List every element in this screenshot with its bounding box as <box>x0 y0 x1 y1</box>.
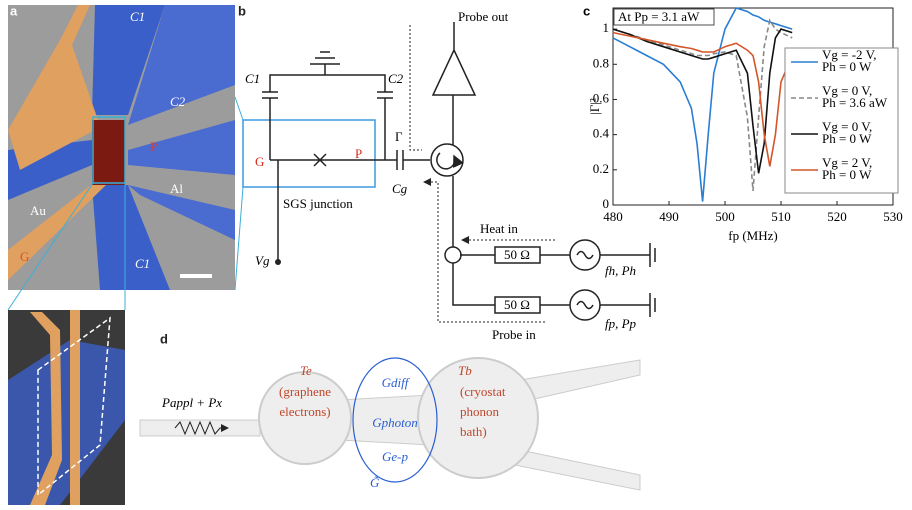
label: Te <box>300 363 312 378</box>
label: C1 <box>245 71 260 86</box>
label: C2 <box>388 71 404 86</box>
x-tick-label: 520 <box>827 209 847 224</box>
series-line <box>613 20 792 191</box>
legend-label: Vg = -2 V, Ph = 0 W <box>822 47 880 74</box>
y-tick-label: 1 <box>603 20 610 35</box>
label: Cg <box>392 181 408 196</box>
graphene <box>92 120 125 185</box>
x-tick-label: 500 <box>715 209 735 224</box>
x-tick-label: 490 <box>659 209 679 224</box>
label: Γ <box>395 129 403 144</box>
label: Au <box>30 203 46 218</box>
label: fp, Pp <box>605 316 637 331</box>
legend-line: Ph = 0 W <box>822 167 872 182</box>
panel-d: d Pappl + Px Te (graphene electrons) Gdi… <box>140 331 640 490</box>
panel-label: b <box>238 3 246 18</box>
legend-label: Vg = 2 V, Ph = 0 W <box>822 155 875 182</box>
label: G̃ <box>370 475 380 490</box>
label: Probe in <box>492 327 536 342</box>
label: Gphoton <box>372 415 418 430</box>
label: G <box>20 249 29 264</box>
label: (cryostat <box>460 384 506 399</box>
label: SGS junction <box>283 196 353 211</box>
y-axis-label: |Γ|² <box>587 98 602 115</box>
coupler <box>445 247 461 263</box>
y-tick-label: 0.2 <box>593 161 609 176</box>
label: electrons) <box>279 404 330 419</box>
label: Al <box>170 181 183 196</box>
label: bath) <box>460 424 487 439</box>
y-tick-label: 0.4 <box>593 126 610 141</box>
label: Pappl + Px <box>161 395 222 410</box>
label: Tb <box>458 363 472 378</box>
annotation: At Pp = 3.1 aW <box>618 9 700 24</box>
legend-line: Ph = 3.6 aW <box>822 95 888 110</box>
zoom-line <box>235 97 243 120</box>
panel-label: d <box>160 331 168 346</box>
label: C2 <box>170 94 186 109</box>
label: G <box>255 154 264 169</box>
label: Gdiff <box>382 375 411 390</box>
x-tick-label: 530 <box>883 209 903 224</box>
label: Ge-p <box>382 449 408 464</box>
label: phonon <box>460 404 500 419</box>
legend-line: Ph = 0 W <box>822 59 872 74</box>
gold-lead <box>70 310 80 505</box>
y-tick-label: 0 <box>603 196 610 211</box>
wire <box>262 52 393 160</box>
terminal <box>275 259 281 265</box>
zoom-line <box>235 187 243 290</box>
label: P <box>150 139 157 154</box>
label: 50 Ω <box>504 297 530 312</box>
label: (graphene <box>279 384 331 399</box>
circulator-arrow <box>437 153 455 169</box>
figure: a C1 C2 P Al Au G C1 b Probe out C1 C2 Γ… <box>0 0 912 510</box>
label: Probe out <box>458 9 509 24</box>
label: C1 <box>130 9 145 24</box>
legend-line: Ph = 0 W <box>822 131 872 146</box>
label: P <box>355 146 362 161</box>
panel-label: c <box>583 3 590 18</box>
y-tick-label: 0.8 <box>593 55 609 70</box>
x-axis-label: fp (MHz) <box>728 228 777 243</box>
probe-out-path <box>410 25 422 150</box>
label: Heat in <box>480 221 518 236</box>
x-tick-label: 510 <box>771 209 791 224</box>
series-line <box>613 29 792 173</box>
legend-label: Vg = 0 V, Ph = 0 W <box>822 119 875 146</box>
label: Vg <box>255 253 270 268</box>
label: 50 Ω <box>504 247 530 262</box>
circulator <box>431 144 463 176</box>
label: fh, Ph <box>605 263 636 278</box>
panel-label: a <box>10 3 18 18</box>
x-tick-label: 480 <box>603 209 623 224</box>
sine <box>577 252 593 309</box>
label: C1 <box>135 256 150 271</box>
